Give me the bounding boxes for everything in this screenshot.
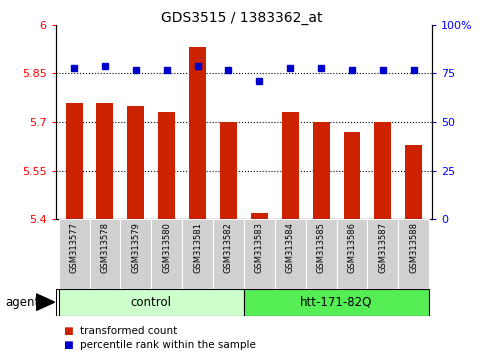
Text: control: control [131, 296, 172, 309]
Bar [220, 122, 237, 219]
Bar [158, 112, 175, 219]
Bar [398, 219, 429, 289]
Text: GSM313581: GSM313581 [193, 222, 202, 273]
Bar [66, 103, 83, 219]
Text: GSM313579: GSM313579 [131, 222, 141, 273]
Bar [89, 219, 120, 289]
Text: GSM313580: GSM313580 [162, 222, 171, 273]
Bar [151, 219, 182, 289]
Text: GSM313584: GSM313584 [286, 222, 295, 273]
Bar [313, 122, 329, 219]
Bar [282, 112, 298, 219]
Text: transformed count: transformed count [80, 326, 177, 336]
Bar [58, 289, 244, 316]
Bar [275, 219, 306, 289]
Polygon shape [36, 294, 55, 310]
Bar [306, 219, 337, 289]
Text: GSM313583: GSM313583 [255, 222, 264, 273]
Bar [374, 122, 391, 219]
Bar [244, 289, 429, 316]
Bar [244, 219, 275, 289]
Text: GSM313582: GSM313582 [224, 222, 233, 273]
Bar [97, 103, 114, 219]
Bar [120, 219, 151, 289]
Text: GSM313578: GSM313578 [100, 222, 110, 273]
Bar [182, 219, 213, 289]
Bar [337, 219, 368, 289]
Bar [128, 106, 144, 219]
Bar [213, 219, 244, 289]
Bar [251, 213, 268, 219]
Bar [368, 219, 398, 289]
Text: GSM313577: GSM313577 [70, 222, 79, 273]
Bar [189, 47, 206, 219]
Text: GDS3515 / 1383362_at: GDS3515 / 1383362_at [161, 11, 322, 25]
Bar [405, 145, 422, 219]
Text: ■: ■ [63, 340, 72, 350]
Bar [343, 132, 360, 219]
Text: ■: ■ [63, 326, 72, 336]
Text: percentile rank within the sample: percentile rank within the sample [80, 340, 256, 350]
Text: GSM313588: GSM313588 [409, 222, 418, 273]
Text: GSM313585: GSM313585 [317, 222, 326, 273]
Text: GSM313587: GSM313587 [378, 222, 387, 273]
Text: agent: agent [5, 296, 39, 309]
Bar [58, 219, 89, 289]
Text: GSM313586: GSM313586 [347, 222, 356, 273]
Text: htt-171-82Q: htt-171-82Q [300, 296, 373, 309]
